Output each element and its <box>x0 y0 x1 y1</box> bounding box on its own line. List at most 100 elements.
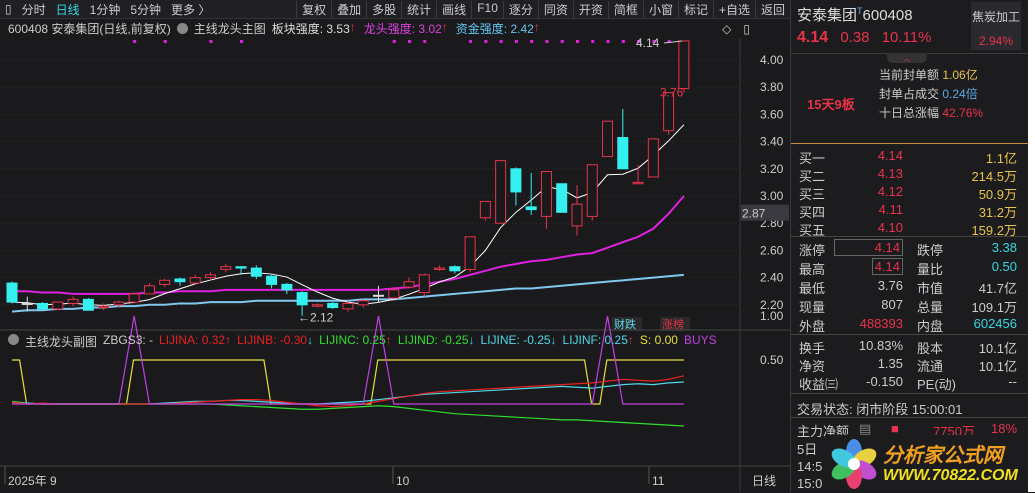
price-change: 0.38 <box>840 29 870 46</box>
up-arrow-icon: ↑ <box>349 20 356 34</box>
candle <box>388 287 400 300</box>
bid-price: 4.13 <box>877 166 903 181</box>
panel-toggle-icon[interactable]: ▯ <box>5 2 12 16</box>
stat-value: 3.38 <box>991 240 1017 255</box>
candle <box>296 291 308 316</box>
signal-dot <box>667 40 671 43</box>
sector-pct: 2.94% <box>978 34 1014 48</box>
bid-label: 买四 <box>799 205 826 220</box>
down-arrow-icon: ↓ <box>468 333 475 347</box>
lijin-cyan-line <box>11 381 684 405</box>
signal-dot <box>163 40 167 43</box>
toolbar-button-12[interactable]: +自选 <box>712 0 755 18</box>
bid-price: 4.14 <box>877 148 903 163</box>
sub-tick: 0.50 <box>760 353 784 367</box>
price-tick: 2.20 <box>760 298 784 312</box>
toolbar-button-10[interactable]: 小窗 <box>642 0 678 18</box>
stat-label: 股本 <box>917 341 944 356</box>
price-tick: 3.20 <box>760 162 784 176</box>
main-net-pct: 18% <box>991 421 1018 436</box>
bid-row: 买二 4.13 214.5万 <box>791 165 1029 184</box>
collapse-chevron-icon[interactable]: ︿ <box>887 53 927 63</box>
toolbar-button-5[interactable]: F10 <box>471 0 503 18</box>
candle <box>571 185 583 236</box>
stock-title: 600408 安泰集团(日线,前复权) <box>8 22 171 36</box>
toolbar-button-9[interactable]: 简框 <box>607 0 643 18</box>
toolbar-button-4[interactable]: 画线 <box>436 0 471 18</box>
ten-day-label: 十日总涨幅 <box>879 106 940 120</box>
up-arrow-icon: ↑ <box>533 20 540 34</box>
stat-value: 488393 <box>859 316 903 331</box>
sub-value: BUYS <box>683 333 717 347</box>
toolbar-button-8[interactable]: 开资 <box>572 0 608 18</box>
signal-dot <box>545 40 549 43</box>
signal-dot <box>591 40 595 43</box>
toolbar-button-3[interactable]: 统计 <box>401 0 436 18</box>
stat-row: 现量 807 总量 109.1万 <box>791 296 1029 315</box>
stock-code: 600408 <box>862 7 913 24</box>
tab-2[interactable]: 1分钟 <box>89 2 121 17</box>
bid-row: 买三 4.12 50.9万 <box>791 183 1029 202</box>
lijin-red-line <box>11 375 685 408</box>
sub-indicator-bar: 主线龙头副图 ZBGS3: - LIJINA: 0.32 ↑ LIJINB: -0.… <box>8 333 717 350</box>
tab-0[interactable]: 分时 <box>21 2 46 17</box>
expand-icon[interactable]: ▯ <box>743 21 750 36</box>
list-icon[interactable]: ▤ <box>859 421 872 436</box>
scrollbar[interactable] <box>1028 0 1035 492</box>
candle <box>266 274 278 289</box>
sub-formula-name: ZBGS3: - <box>103 333 154 347</box>
toolbar-button-11[interactable]: 标记 <box>677 0 713 18</box>
stat-value: 109.1万 <box>971 300 1017 315</box>
toolbar-button-6[interactable]: 逐分 <box>502 0 538 18</box>
up-arrow-icon: ↑ <box>225 333 232 347</box>
bid-price: 4.12 <box>877 184 903 199</box>
toolbar-button-7[interactable]: 同资 <box>537 0 573 18</box>
sub-value: LIJINE: -0.25 <box>480 333 551 347</box>
indicator-name[interactable]: 主线龙头主图 <box>193 22 266 36</box>
indicator-dropdown-icon[interactable] <box>176 23 188 34</box>
sector-box[interactable]: 焦炭加工 2.94% <box>971 2 1021 50</box>
signal-dot <box>606 40 610 43</box>
stat-label: 最高 <box>799 262 826 277</box>
signal-dot <box>408 40 412 43</box>
candle <box>510 167 522 206</box>
ten-day-value: 42.76% <box>942 106 984 120</box>
toolbar-button-2[interactable]: 多股 <box>366 0 401 18</box>
bid-row: 买四 4.11 31.2万 <box>791 201 1029 220</box>
up-arrow-icon: ↑ <box>385 333 392 347</box>
sector-name: 焦炭加工 <box>971 10 1020 24</box>
candle <box>418 273 430 297</box>
kline-chart[interactable]: 4.003.803.603.403.203.002.802.602.402.20… <box>0 38 790 492</box>
signal-dot <box>530 40 534 43</box>
candle <box>556 183 568 213</box>
toolbar-button-0[interactable]: 复权 <box>296 0 331 18</box>
signal-dot <box>499 40 503 43</box>
sub-dropdown-icon[interactable] <box>8 334 19 345</box>
candle <box>495 160 507 224</box>
stat-label: 涨停 <box>799 243 826 258</box>
tab-1[interactable]: 日线 <box>55 2 80 17</box>
diamond-icon[interactable]: ◇ <box>722 21 732 36</box>
sub-indicator-name[interactable]: 主线龙头副图 <box>25 335 98 349</box>
down-arrow-icon: ↓ <box>550 333 557 347</box>
bid-label: 买三 <box>799 187 826 202</box>
candle <box>250 265 262 279</box>
prev-high-label: 3.76 <box>660 86 684 100</box>
bid-label: 买一 <box>799 151 826 166</box>
sub-value: LIJINB: -0.30 <box>237 333 308 347</box>
red-square-icon: ■ <box>891 421 899 436</box>
bid-price: 4.11 <box>878 202 903 217</box>
toolbar-button-13[interactable]: 返回 <box>754 0 790 18</box>
toolbar-button-1[interactable]: 叠加 <box>331 0 366 18</box>
candle <box>189 274 201 285</box>
tab-4[interactable]: 更多 〉 <box>171 2 211 17</box>
stat-value: 0.50 <box>991 259 1017 274</box>
toolbar: ▯ 分时 日线 1分钟 5分钟 更多 〉 复权 叠加 多股 统计 画线 F10 逐分 同资 开资 简框 小窗… <box>0 0 790 19</box>
tab-3[interactable]: 5分钟 <box>130 2 162 17</box>
period-label[interactable]: 日线 <box>752 474 776 488</box>
t-badge: T <box>857 6 863 16</box>
stat-label: 最低 <box>799 281 826 296</box>
candle <box>632 164 644 185</box>
signal-dot <box>560 40 564 43</box>
candle <box>449 265 461 274</box>
